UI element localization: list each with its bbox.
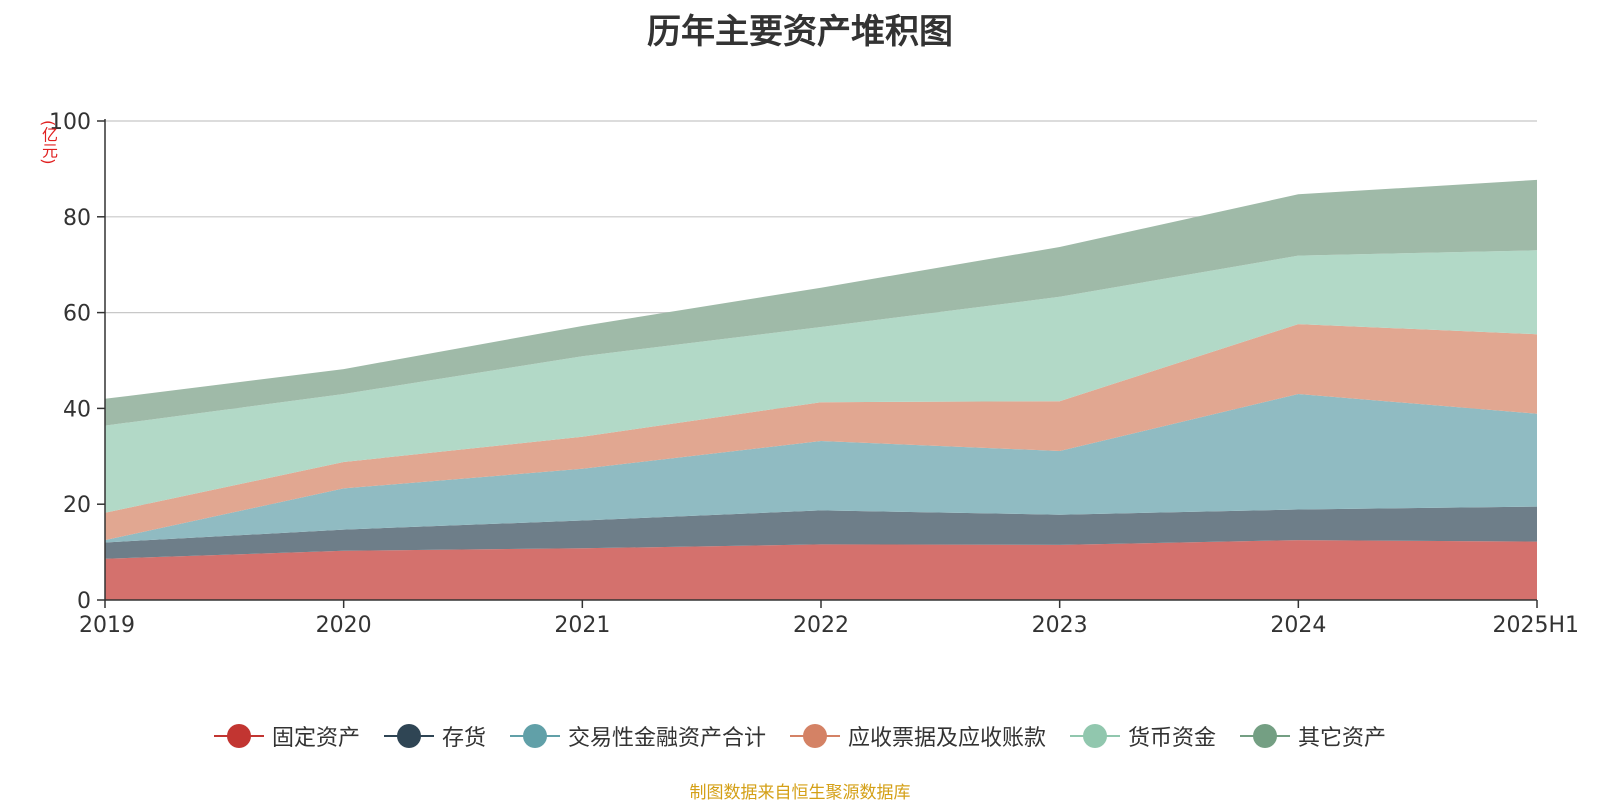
area-series-5[interactable] [105,179,1537,426]
legend: 固定资产 存货 交易性金融资产合计 应收票据及应收账款 货币资金 其它资产 [0,720,1600,752]
legend-item[interactable]: 货币资金 [1070,720,1216,752]
x-tick-label: 2025H1 [1492,613,1579,638]
area-series-2[interactable] [105,394,1537,543]
y-axis-unit-label: (亿元) [39,120,58,165]
y-tick-label: 0 [77,589,91,614]
y-tick-label: 60 [63,302,91,327]
x-tick-label: 2024 [1270,613,1326,638]
legend-label: 其它资产 [1298,726,1387,751]
y-tick-label: 100 [49,110,91,135]
legend-item[interactable]: 其它资产 [1240,720,1386,752]
legend-label: 应收票据及应收账款 [848,726,1047,751]
area-series-1[interactable] [105,506,1537,559]
legend-marker-icon [383,723,434,749]
chart-title: 历年主要资产堆积图 [647,12,953,52]
legend-marker-icon [509,723,560,749]
legend-label: 交易性金融资产合计 [567,726,766,751]
source-note: 制图数据来自恒生聚源数据库 [689,783,911,803]
area-series-3[interactable] [105,324,1537,541]
x-tick-label: 2020 [316,613,372,638]
legend-marker-icon [213,723,264,749]
legend-item[interactable]: 应收票据及应收账款 [790,720,1046,752]
legend-marker-icon [1240,723,1291,749]
y-tick-label: 40 [63,397,91,422]
x-tick-label: 2022 [793,613,849,638]
legend-marker-icon [1070,723,1121,749]
legend-item[interactable]: 交易性金融资产合计 [509,720,766,752]
y-tick-label: 80 [63,206,91,231]
chart-plot: 0 20 40 60 80 100 2019 2020 2021 2022 2023 2024 2025… [49,110,1579,638]
area-series-4[interactable] [105,250,1537,513]
x-tick-label: 2019 [79,613,135,638]
legend-label: 存货 [441,726,486,751]
x-tick-label: 2021 [554,613,610,638]
y-tick-label: 20 [63,493,91,518]
axes: 0 20 40 60 80 100 2019 2020 2021 2022 2023 2024 2025… [49,110,1579,638]
stacked-areas [105,179,1537,600]
x-tick-label: 2023 [1032,613,1088,638]
legend-marker-icon [790,723,840,749]
legend-label: 固定资产 [271,726,360,751]
legend-item[interactable]: 存货 [383,720,486,752]
legend-label: 货币资金 [1128,726,1217,751]
legend-item[interactable]: 固定资产 [213,720,360,752]
area-series-0[interactable] [105,540,1537,600]
